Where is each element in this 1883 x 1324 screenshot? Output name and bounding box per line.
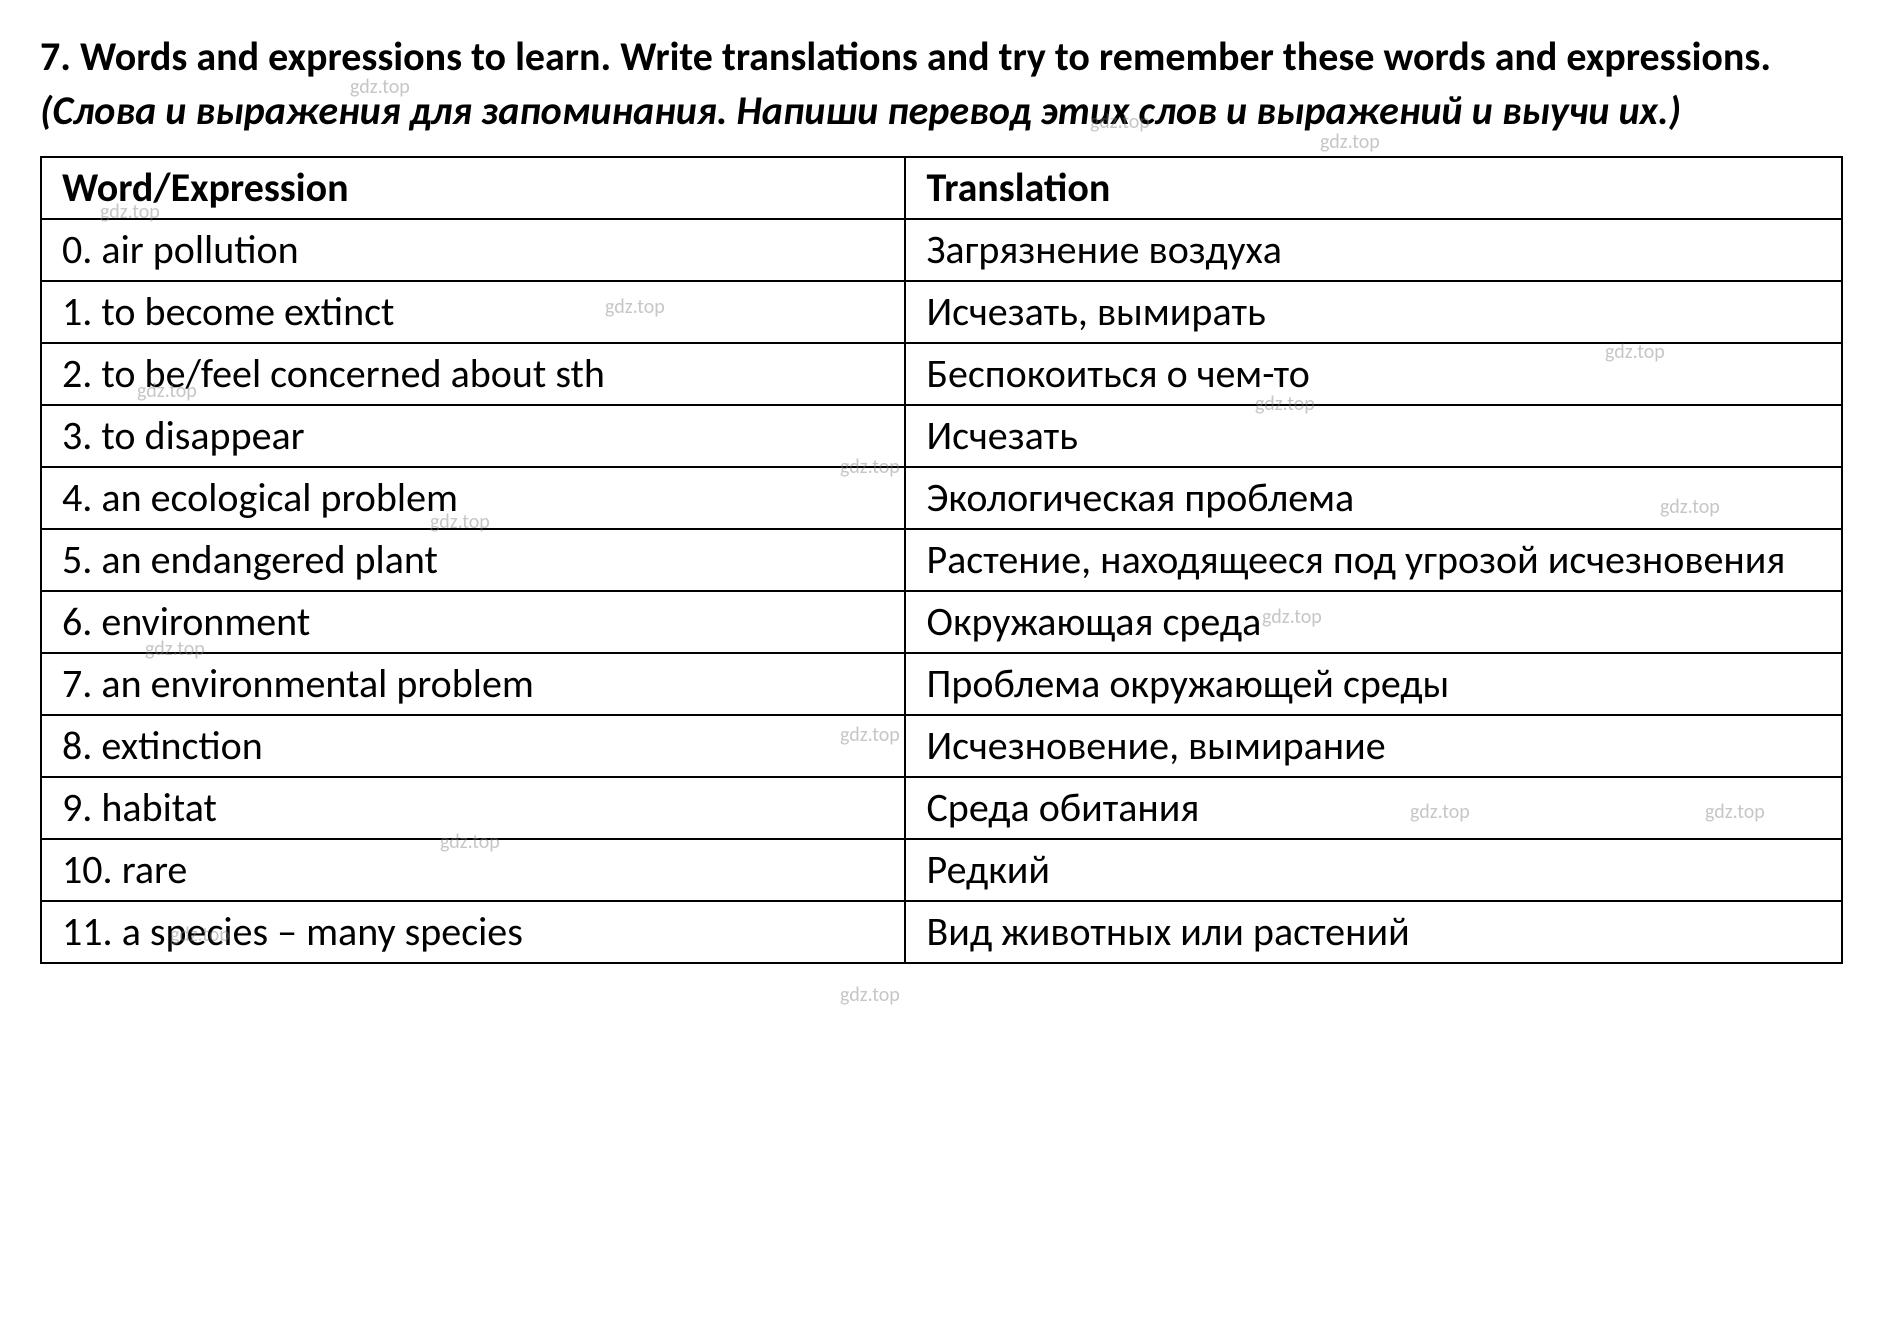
table-row: 1. to become extinct Исчезать, вымирать <box>41 281 1842 343</box>
column-header-translation: Translation <box>905 157 1842 219</box>
word-cell: 3. to disappear <box>41 405 905 467</box>
word-cell: 8. extinction <box>41 715 905 777</box>
table-row: 10. rare Редкий <box>41 839 1842 901</box>
table-row: 6. environment Окружающая среда <box>41 591 1842 653</box>
word-cell: 9. habitat <box>41 777 905 839</box>
translation-cell: Экологическая проблема <box>905 467 1842 529</box>
header-text-bold: 7. Words and expressions to learn. Write… <box>40 32 1771 81</box>
translation-cell: Исчезать <box>905 405 1842 467</box>
header-text-italic: (Слова и выражения для запоминания. Напи… <box>40 86 1681 135</box>
table-row: 8. extinction Исчезновение, вымирание <box>41 715 1842 777</box>
vocabulary-table: Word/Expression Translation 0. air pollu… <box>40 156 1843 964</box>
table-row: 0. air pollution Загрязнение воздуха <box>41 219 1842 281</box>
watermark-text: gdz.top <box>840 983 900 1007</box>
translation-cell: Редкий <box>905 839 1842 901</box>
word-cell: 1. to become extinct <box>41 281 905 343</box>
word-cell: 11. a species – many species <box>41 901 905 963</box>
document-container: 7. Words and expressions to learn. Write… <box>40 30 1843 964</box>
translation-cell: Среда обитания <box>905 777 1842 839</box>
translation-cell: Окружающая среда <box>905 591 1842 653</box>
table-row: 2. to be/feel concerned about sth Беспок… <box>41 343 1842 405</box>
table-row: 11. a species – many species Вид животны… <box>41 901 1842 963</box>
word-cell: 4. an ecological problem <box>41 467 905 529</box>
table-row: 9. habitat Среда обитания <box>41 777 1842 839</box>
word-cell: 2. to be/feel concerned about sth <box>41 343 905 405</box>
word-cell: 6. environment <box>41 591 905 653</box>
table-row: 4. an ecological problem Экологическая п… <box>41 467 1842 529</box>
translation-cell: Беспокоиться о чем-то <box>905 343 1842 405</box>
translation-cell: Исчезновение, вымирание <box>905 715 1842 777</box>
translation-cell: Исчезать, вымирать <box>905 281 1842 343</box>
column-header-word: Word/Expression <box>41 157 905 219</box>
word-cell: 0. air pollution <box>41 219 905 281</box>
table-row: 5. an endangered plant Растение, находящ… <box>41 529 1842 591</box>
translation-cell: Загрязнение воздуха <box>905 219 1842 281</box>
translation-cell: Растение, находящееся под угрозой исчезн… <box>905 529 1842 591</box>
table-body: 0. air pollution Загрязнение воздуха 1. … <box>41 219 1842 963</box>
word-cell: 7. an environmental problem <box>41 653 905 715</box>
translation-cell: Вид животных или растений <box>905 901 1842 963</box>
exercise-header: 7. Words and expressions to learn. Write… <box>40 30 1843 138</box>
translation-cell: Проблема окружающей среды <box>905 653 1842 715</box>
word-cell: 5. an endangered plant <box>41 529 905 591</box>
word-cell: 10. rare <box>41 839 905 901</box>
table-row: 3. to disappear Исчезать <box>41 405 1842 467</box>
table-header-row: Word/Expression Translation <box>41 157 1842 219</box>
table-row: 7. an environmental problem Проблема окр… <box>41 653 1842 715</box>
